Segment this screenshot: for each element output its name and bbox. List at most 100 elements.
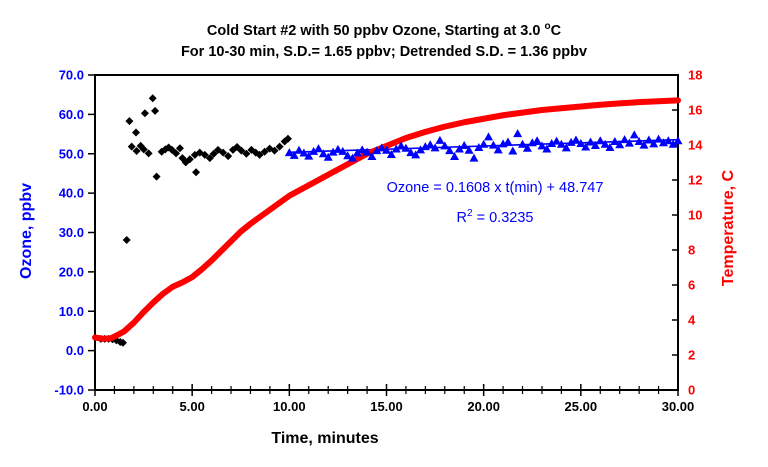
- triangle-marker: [362, 147, 372, 156]
- triangle-marker: [459, 140, 469, 149]
- ozone-triangle-series: [284, 129, 683, 162]
- triangle-marker: [649, 139, 659, 148]
- x-tick-label: 25.00: [565, 399, 598, 414]
- x-axis-ticks: 0.00 5.00 10.00 15.00 20.00 25.00 30.00: [82, 384, 694, 414]
- triangle-marker: [571, 135, 581, 144]
- triangle-marker: [440, 141, 450, 150]
- right-tick-label: 10: [688, 208, 702, 223]
- triangle-marker: [401, 143, 411, 152]
- triangle-marker: [406, 148, 416, 157]
- y-axis-left-title: Ozone, ppbv: [18, 183, 35, 279]
- right-axis-ticks: 18 16 14 12 10 8 6 4 2 0: [672, 68, 703, 398]
- triangle-marker: [347, 153, 357, 162]
- triangle-marker: [343, 151, 353, 160]
- x-tick-label: 10.00: [273, 399, 306, 414]
- temperature-line: [92, 97, 681, 342]
- diamond-marker: [260, 147, 269, 156]
- triangle-marker: [411, 150, 421, 159]
- triangle-marker: [556, 139, 566, 148]
- y-axis-right-title: Temperature, C: [720, 169, 737, 287]
- triangle-marker: [352, 148, 362, 157]
- triangle-marker: [644, 135, 654, 144]
- triangle-marker: [454, 144, 464, 153]
- left-tick-label: 30.0: [59, 225, 84, 240]
- left-tick-label: 50.0: [59, 146, 84, 161]
- right-tick-label: 12: [688, 173, 702, 188]
- chart-title: Cold Start #2 with 50 ppbv Ozone, Starti…: [0, 16, 768, 63]
- triangle-marker: [367, 152, 377, 161]
- triangle-marker: [450, 152, 460, 161]
- triangle-marker: [372, 146, 382, 155]
- triangle-marker: [673, 136, 683, 145]
- triangle-marker: [338, 146, 348, 155]
- diamond-marker: [185, 155, 194, 164]
- left-tick-label: 20.0: [59, 264, 84, 279]
- triangle-marker: [396, 141, 406, 150]
- diamond-marker: [192, 168, 201, 177]
- triangle-marker: [542, 144, 552, 153]
- triangle-marker: [430, 143, 440, 152]
- triangle-marker: [532, 136, 542, 145]
- x-tick-label: 15.00: [370, 399, 403, 414]
- left-tick-label: 60.0: [59, 107, 84, 122]
- diamond-marker: [132, 128, 141, 137]
- triangle-marker: [503, 137, 513, 146]
- diamond-marker: [242, 149, 251, 158]
- right-tick-label: 18: [688, 68, 702, 83]
- chart-title-line2: For 10-30 min, S.D.= 1.65 ppbv; Detrende…: [180, 43, 588, 60]
- triangle-marker: [581, 142, 591, 151]
- diamond-marker: [270, 146, 279, 155]
- triangle-marker: [488, 140, 498, 149]
- x-tick-label: 5.00: [180, 399, 205, 414]
- triangle-marker: [508, 146, 518, 155]
- triangle-marker: [537, 141, 547, 150]
- x-tick-label: 0.00: [82, 399, 107, 414]
- triangle-marker: [328, 147, 338, 156]
- right-tick-label: 4: [688, 313, 696, 328]
- x-axis-title: Time, minutes: [271, 430, 379, 447]
- triangle-marker: [590, 140, 600, 149]
- left-tick-label: 40.0: [59, 186, 84, 201]
- left-tick-label: 0.0: [66, 343, 84, 358]
- triangle-marker: [518, 139, 528, 148]
- degree-superscript: o: [544, 21, 551, 32]
- triangle-marker: [654, 134, 664, 143]
- diamond-marker: [140, 109, 149, 118]
- triangle-marker: [484, 132, 494, 141]
- triangle-marker: [522, 143, 532, 152]
- triangle-marker: [605, 142, 615, 151]
- right-tick-label: 14: [688, 138, 703, 153]
- plot-frame: [94, 74, 679, 391]
- diamond-marker: [127, 142, 136, 151]
- triangle-marker: [425, 140, 435, 149]
- triangle-marker: [313, 144, 323, 153]
- diamond-marker: [132, 146, 141, 155]
- triangle-marker: [416, 145, 426, 154]
- triangle-marker: [386, 150, 396, 159]
- triangle-marker: [566, 137, 576, 146]
- diamond-marker: [172, 149, 181, 158]
- triangle-marker: [586, 137, 596, 146]
- triangle-marker: [615, 140, 625, 149]
- triangle-marker: [333, 144, 343, 153]
- triangle-marker: [323, 152, 333, 161]
- left-tick-label: 70.0: [59, 68, 84, 83]
- triangle-marker: [469, 153, 479, 162]
- triangle-marker: [289, 150, 299, 159]
- annotation-r-squared: R2 = 0.3235: [456, 208, 534, 226]
- triangle-marker: [445, 146, 455, 155]
- diamond-marker: [152, 172, 161, 181]
- right-tick-label: 0: [688, 383, 695, 398]
- ozone-diamond-series: [96, 94, 292, 347]
- triangle-marker: [294, 145, 304, 154]
- triangle-marker: [479, 139, 489, 148]
- triangle-marker: [435, 135, 445, 144]
- right-tick-label: 8: [688, 243, 695, 258]
- triangle-marker: [513, 129, 523, 138]
- temperature-curve: [92, 97, 681, 342]
- triangle-marker: [382, 145, 391, 154]
- left-tick-label: -10.0: [54, 383, 84, 398]
- triangle-marker: [299, 148, 309, 157]
- diamond-marker: [151, 106, 160, 115]
